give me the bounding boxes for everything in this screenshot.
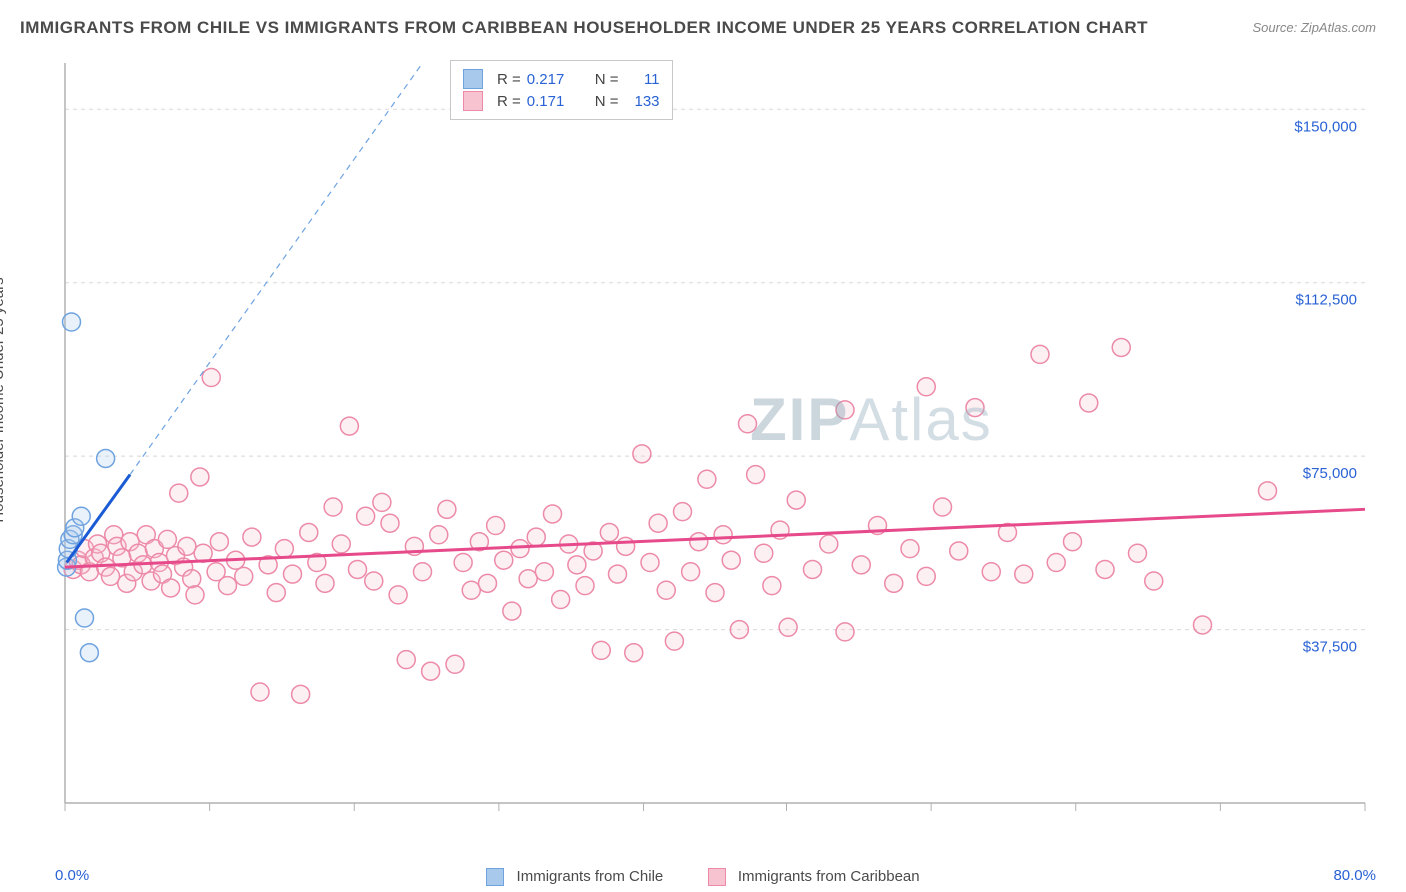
chart-svg: $37,500 $75,000 $112,500 $150,000 bbox=[55, 55, 1375, 825]
legend-row-chile: R = 0.217 N = 11 bbox=[463, 69, 660, 89]
chart-container: IMMIGRANTS FROM CHILE VS IMMIGRANTS FROM… bbox=[0, 0, 1406, 892]
legend-row-caribbean: R = 0.171 N = 133 bbox=[463, 91, 660, 111]
series-legend: Immigrants from Chile Immigrants from Ca… bbox=[0, 868, 1406, 886]
n-value-chile: 11 bbox=[625, 71, 660, 88]
legend-item-chile: Immigrants from Chile bbox=[486, 868, 663, 886]
legend-swatch-icon bbox=[708, 868, 726, 886]
correlation-legend: R = 0.217 N = 11 R = 0.171 N = 133 bbox=[450, 60, 673, 120]
n-label: N = bbox=[595, 93, 619, 110]
legend-swatch-caribbean bbox=[463, 91, 483, 111]
legend-label-caribbean: Immigrants from Caribbean bbox=[738, 868, 920, 885]
svg-text:$37,500: $37,500 bbox=[1303, 639, 1357, 656]
r-value-chile: 0.217 bbox=[527, 71, 577, 88]
source-attribution: Source: ZipAtlas.com bbox=[1252, 20, 1376, 35]
r-label: R = bbox=[497, 71, 521, 88]
n-value-caribbean: 133 bbox=[625, 93, 660, 110]
r-label: R = bbox=[497, 93, 521, 110]
y-axis-label: Householder Income Under 25 years bbox=[0, 277, 7, 522]
legend-swatch-icon bbox=[486, 868, 504, 886]
legend-item-caribbean: Immigrants from Caribbean bbox=[708, 868, 920, 886]
plot-area: $37,500 $75,000 $112,500 $150,000 bbox=[55, 55, 1375, 825]
legend-label-chile: Immigrants from Chile bbox=[517, 868, 664, 885]
chart-title: IMMIGRANTS FROM CHILE VS IMMIGRANTS FROM… bbox=[20, 18, 1148, 38]
svg-text:$112,500: $112,500 bbox=[1296, 292, 1357, 309]
svg-text:$75,000: $75,000 bbox=[1303, 465, 1357, 482]
svg-text:$150,000: $150,000 bbox=[1294, 118, 1357, 135]
n-label: N = bbox=[595, 71, 619, 88]
legend-swatch-chile bbox=[463, 69, 483, 89]
r-value-caribbean: 0.171 bbox=[527, 93, 577, 110]
